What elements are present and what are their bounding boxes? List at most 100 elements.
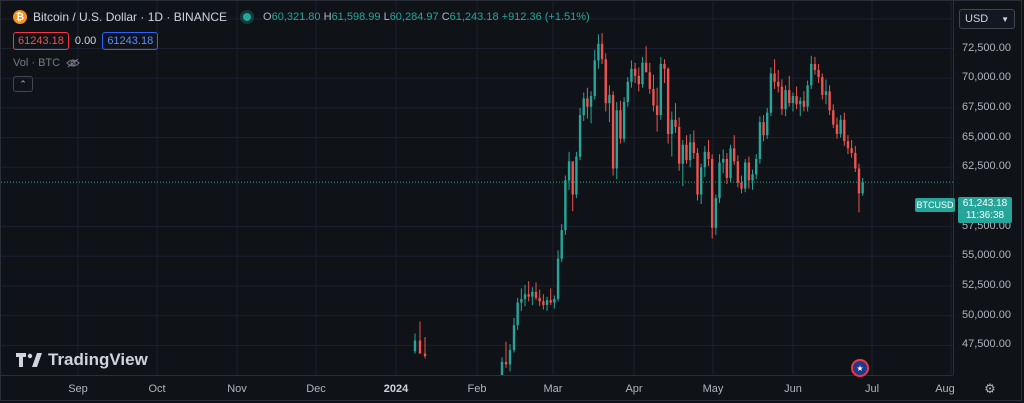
currency-select[interactable]: USD ▼ xyxy=(959,9,1015,29)
candle-body[interactable] xyxy=(861,182,864,194)
candle-body[interactable] xyxy=(504,361,508,365)
time-axis[interactable]: Sep Oct Nov Dec 2024 Feb Mar Apr May Jun Jul Aug xyxy=(1,375,955,402)
symbol-legend[interactable]: ₿ Bitcoin / U.S. Dollar · 1D · BINANCE O… xyxy=(13,10,590,24)
candlestick-chart[interactable] xyxy=(1,1,953,375)
candle-body[interactable] xyxy=(648,72,651,89)
candle-body[interactable] xyxy=(659,63,662,116)
candle-body[interactable] xyxy=(832,110,835,125)
candle-body[interactable] xyxy=(839,119,842,135)
candle-body[interactable] xyxy=(773,73,776,82)
candle-body[interactable] xyxy=(725,158,729,178)
candle-body[interactable] xyxy=(696,153,699,195)
candle-body[interactable] xyxy=(784,90,787,110)
candle-body[interactable] xyxy=(611,94,615,169)
eye-hidden-icon[interactable] xyxy=(66,58,80,68)
candle-body[interactable] xyxy=(813,63,817,70)
candle-body[interactable] xyxy=(549,300,552,303)
candle-body[interactable] xyxy=(843,119,846,142)
candle-body[interactable] xyxy=(699,167,703,195)
candle-body[interactable] xyxy=(575,156,578,195)
candle-body[interactable] xyxy=(500,361,504,375)
candle-body[interactable] xyxy=(795,96,798,105)
candle-body[interactable] xyxy=(597,43,600,61)
candle-body[interactable] xyxy=(564,180,567,231)
candle-body[interactable] xyxy=(769,73,773,113)
candle-body[interactable] xyxy=(626,81,629,102)
candle-body[interactable] xyxy=(777,81,780,87)
candle-body[interactable] xyxy=(791,96,795,104)
candle-body[interactable] xyxy=(674,119,677,127)
candle-body[interactable] xyxy=(744,162,747,189)
candle-body[interactable] xyxy=(560,230,563,259)
candle-body[interactable] xyxy=(520,299,523,303)
candle-body[interactable] xyxy=(677,126,681,164)
candle-body[interactable] xyxy=(545,300,549,305)
candle-body[interactable] xyxy=(622,101,626,139)
gear-icon[interactable]: ⚙ xyxy=(984,381,996,396)
candle-body[interactable] xyxy=(637,75,640,85)
candle-body[interactable] xyxy=(806,85,809,107)
price-axis[interactable]: 75,000.0072,500.0070,000.0067,500.0065,0… xyxy=(953,1,1023,375)
candle-body[interactable] xyxy=(828,91,831,111)
candle-body[interactable] xyxy=(685,144,688,161)
candle-body[interactable] xyxy=(413,340,417,352)
candle-body[interactable] xyxy=(758,122,762,159)
candle-body[interactable] xyxy=(523,294,527,300)
candle-body[interactable] xyxy=(534,291,538,298)
candle-body[interactable] xyxy=(418,340,422,354)
candle-body[interactable] xyxy=(817,69,820,78)
sell-button[interactable]: 61243.18 xyxy=(13,32,69,50)
candle-body[interactable] xyxy=(810,63,813,86)
candle-body[interactable] xyxy=(821,77,824,95)
candle-body[interactable] xyxy=(854,153,857,169)
candle-body[interactable] xyxy=(780,86,784,110)
candle-body[interactable] xyxy=(762,122,765,136)
buy-button[interactable]: 61243.18 xyxy=(102,32,159,50)
chart-pane[interactable] xyxy=(1,1,953,375)
candle-body[interactable] xyxy=(655,105,659,116)
candle-body[interactable] xyxy=(652,88,655,106)
candle-body[interactable] xyxy=(718,162,721,199)
candle-body[interactable] xyxy=(703,151,707,168)
candle-body[interactable] xyxy=(707,151,710,159)
candle-body[interactable] xyxy=(644,62,648,73)
collapse-legend-button[interactable]: ⌃ xyxy=(13,76,33,92)
candle-body[interactable] xyxy=(736,161,740,183)
tradingview-logo[interactable]: TradingView xyxy=(16,350,148,370)
candle-body[interactable] xyxy=(582,98,585,116)
candle-body[interactable] xyxy=(729,148,732,178)
symbol-title[interactable]: Bitcoin / U.S. Dollar · 1D · BINANCE xyxy=(33,10,228,24)
candle-body[interactable] xyxy=(608,94,611,104)
candle-body[interactable] xyxy=(542,301,545,305)
candle-body[interactable] xyxy=(802,100,806,107)
candle-body[interactable] xyxy=(527,294,530,297)
candle-body[interactable] xyxy=(751,174,754,181)
candle-body[interactable] xyxy=(641,62,644,85)
candle-body[interactable] xyxy=(508,350,512,365)
candle-body[interactable] xyxy=(692,142,696,154)
candle-body[interactable] xyxy=(714,198,718,228)
candle-body[interactable] xyxy=(567,161,571,181)
candle-body[interactable] xyxy=(600,43,604,60)
candle-body[interactable] xyxy=(586,98,589,107)
candle-body[interactable] xyxy=(593,60,596,97)
candle-body[interactable] xyxy=(663,63,666,69)
candle-body[interactable] xyxy=(538,297,541,302)
candle-body[interactable] xyxy=(850,148,853,154)
candle-body[interactable] xyxy=(615,110,618,169)
candle-body[interactable] xyxy=(666,68,670,135)
candle-body[interactable] xyxy=(747,162,751,181)
candle-body[interactable] xyxy=(512,325,516,351)
candle-body[interactable] xyxy=(824,91,828,95)
candle-body[interactable] xyxy=(556,258,560,300)
candle-body[interactable] xyxy=(755,158,758,175)
candle-body[interactable] xyxy=(619,110,622,139)
candle-body[interactable] xyxy=(766,112,769,136)
candle-body[interactable] xyxy=(633,68,637,76)
candle-body[interactable] xyxy=(721,158,725,163)
candle-body[interactable] xyxy=(516,302,519,326)
candle-body[interactable] xyxy=(670,119,674,135)
candle-body[interactable] xyxy=(835,124,839,135)
candle-body[interactable] xyxy=(799,100,802,105)
candle-body[interactable] xyxy=(733,148,736,162)
